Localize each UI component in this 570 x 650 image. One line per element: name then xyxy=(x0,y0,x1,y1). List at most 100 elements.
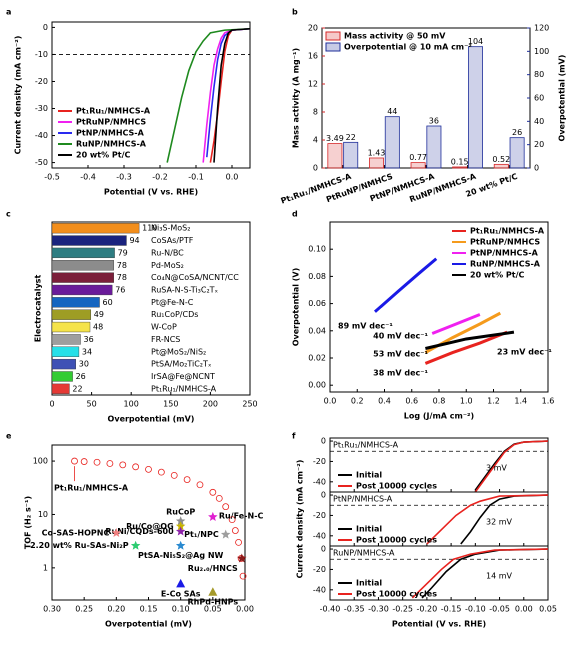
value-label: 0.52 xyxy=(492,155,510,164)
annotation: 53 mV dec⁻¹ xyxy=(373,350,428,359)
plot-frame xyxy=(51,21,251,169)
bar xyxy=(493,163,509,169)
y-tick-label: 60 xyxy=(534,94,544,103)
bar xyxy=(51,358,76,370)
value-label: 78 xyxy=(117,261,127,270)
y-tick-label: -40 xyxy=(313,585,326,594)
data-point xyxy=(231,527,239,534)
y-tick-label: 100 xyxy=(33,457,48,466)
x-axis-label: Overpotential (mV) xyxy=(105,620,192,629)
x-tick-label: 0.0 xyxy=(324,397,337,406)
panel-letter: a xyxy=(6,8,11,17)
panel-title: RuNP/NMHCS-A xyxy=(333,549,395,558)
panel-letter: e xyxy=(6,432,12,441)
data-point xyxy=(170,471,178,479)
series-label: RhPd-HNPs xyxy=(188,598,239,607)
legend-label: 20 wt% Pt/C xyxy=(76,151,131,160)
value-label: 76 xyxy=(115,285,125,294)
data-point xyxy=(71,457,78,465)
category-label: Ru-N/BC xyxy=(151,248,184,257)
x-axis-label: Log (J/mA cm⁻²) xyxy=(404,412,474,421)
bar xyxy=(51,272,114,283)
panel-letter: b xyxy=(292,8,298,17)
x-tick-label: -0.30 xyxy=(368,605,389,614)
data-point xyxy=(111,527,122,538)
bar xyxy=(343,141,359,169)
category-label: Co₄N@CoSA/NCNT/CC xyxy=(151,273,239,282)
bar xyxy=(51,371,73,382)
value-label: 79 xyxy=(118,248,128,257)
series-label: RuNi/CQDs-600 xyxy=(105,527,174,536)
data-line xyxy=(209,27,251,163)
data-line xyxy=(426,494,549,545)
data-line xyxy=(424,330,508,365)
value-label: 1.43 xyxy=(368,148,386,157)
series-label: Pt₁Ru₁/NMHCS-A xyxy=(54,484,129,493)
y-tick-label: 16 xyxy=(308,52,318,61)
y-tick-label: -40 xyxy=(35,131,48,140)
legend-label: Pt₁Ru₁/NMHCS-A xyxy=(470,227,545,236)
value-label: 34 xyxy=(82,347,92,356)
panel-letter: c xyxy=(6,210,11,219)
y-tick-label: -50 xyxy=(35,158,48,167)
x-tick-label: -0.5 xyxy=(44,173,60,182)
data-line xyxy=(166,27,251,163)
bar xyxy=(51,284,113,296)
data-point xyxy=(130,540,141,550)
series-label: Ru₂.₀/HNCS xyxy=(188,564,238,573)
panel-title: PtNP/NMHCS-A xyxy=(333,495,393,504)
category-label: Ru₁CoP/CDs xyxy=(151,310,198,319)
panel-letter: f xyxy=(292,432,296,441)
x-tick-label: -0.3 xyxy=(116,173,132,182)
x-tick-label: -0.4 xyxy=(80,173,96,182)
bar xyxy=(51,223,140,234)
y-axis-label: TOF (H₂ s⁻¹) xyxy=(24,496,33,549)
data-point xyxy=(145,465,152,473)
value-label: 0.77 xyxy=(409,153,427,162)
bar xyxy=(51,334,81,345)
data-point xyxy=(106,460,114,467)
category-label: IrSA@Fe@NCNT xyxy=(151,372,215,381)
value-label: 22 xyxy=(72,384,82,393)
x-tick-label: 0 xyxy=(49,400,54,409)
data-point xyxy=(208,587,218,596)
series-label: RuCoP xyxy=(166,508,195,517)
value-label: 22 xyxy=(346,133,356,142)
value-label: 30 xyxy=(79,360,89,369)
bar xyxy=(426,125,442,169)
legend-label: Initial xyxy=(356,579,382,588)
y-tick-label: 12 xyxy=(308,80,318,89)
data-point xyxy=(209,488,217,496)
legend-label: PtNP/NMHCS-A xyxy=(76,129,145,138)
series-label: Co-SAS-HOPNC xyxy=(42,528,110,537)
y-tick-label: 0.08 xyxy=(308,272,326,281)
y-tick-label: 0 xyxy=(321,491,326,500)
legend-label: Mass activity @ 50 mV xyxy=(344,32,446,41)
data-line xyxy=(202,27,251,163)
legend-label: PtRuNP/NMHCS xyxy=(76,118,146,127)
x-tick-label: 0.05 xyxy=(539,605,557,614)
value-label: 48 xyxy=(93,323,103,332)
data-line xyxy=(411,548,549,599)
x-tick-label: -0.05 xyxy=(489,605,510,614)
legend-label: Post 10000 cycles xyxy=(356,536,437,545)
x-tick-label: 0.4 xyxy=(378,397,391,406)
annotation: 23 mV dec⁻¹ xyxy=(497,348,552,357)
x-tick-label: 0.05 xyxy=(204,605,222,614)
y-tick-label: -20 xyxy=(313,565,326,574)
y-tick-label: 0.06 xyxy=(308,299,326,308)
y-tick-label: 20 xyxy=(534,140,544,149)
bar xyxy=(51,260,114,271)
legend-label: Post 10000 cycles xyxy=(356,590,437,599)
data-line xyxy=(474,440,549,493)
y-tick-label: 20 xyxy=(308,24,318,33)
data-point xyxy=(237,553,247,563)
series-label: Ru/Co@OG xyxy=(126,522,174,531)
y-tick-label: -40 xyxy=(313,477,326,486)
bar xyxy=(51,297,100,308)
data-point xyxy=(93,458,101,466)
legend-label: PtNP/NMHCS-A xyxy=(470,249,539,258)
data-point xyxy=(176,578,186,588)
legend-swatch xyxy=(325,31,341,41)
y-tick-label: 8 xyxy=(313,108,318,117)
